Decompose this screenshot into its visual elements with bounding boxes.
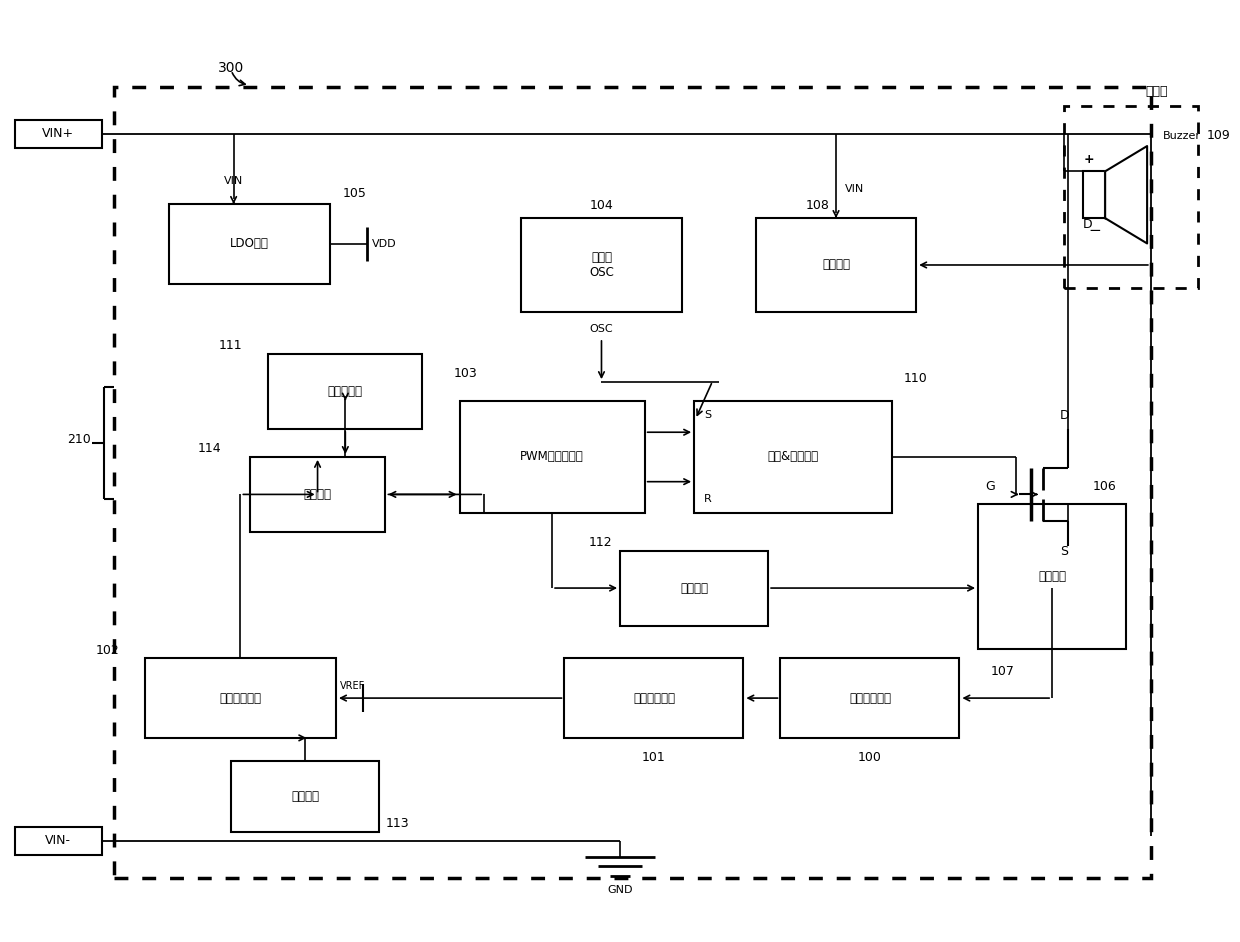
Text: 逻辑&驱动模块: 逻辑&驱动模块 xyxy=(768,450,818,463)
Text: 107: 107 xyxy=(991,665,1014,678)
Text: OSC: OSC xyxy=(590,324,614,334)
Text: 111: 111 xyxy=(218,339,243,352)
Text: 蜂鸣器: 蜂鸣器 xyxy=(1146,85,1168,98)
Bar xyxy=(620,550,768,625)
Bar xyxy=(145,658,336,738)
Text: 106: 106 xyxy=(1092,479,1116,493)
Text: 102: 102 xyxy=(95,643,119,657)
Text: VIN+: VIN+ xyxy=(42,127,74,140)
Text: 误差放大模块: 误差放大模块 xyxy=(219,691,262,705)
Text: 振荡器
OSC: 振荡器 OSC xyxy=(589,251,614,279)
Bar xyxy=(170,204,330,284)
Text: S: S xyxy=(704,410,711,419)
Text: 101: 101 xyxy=(642,752,666,764)
Text: 105: 105 xyxy=(342,187,366,200)
Bar xyxy=(460,400,645,513)
Text: 104: 104 xyxy=(589,199,614,212)
Text: 210: 210 xyxy=(67,433,92,446)
Text: 110: 110 xyxy=(904,372,928,385)
Text: PWM比较器模块: PWM比较器模块 xyxy=(521,450,584,463)
Text: −: − xyxy=(1089,223,1101,237)
Text: D: D xyxy=(1083,218,1092,231)
Text: 112: 112 xyxy=(589,536,613,549)
Text: D: D xyxy=(1060,410,1069,423)
Text: 103: 103 xyxy=(454,367,477,381)
Bar xyxy=(694,400,892,513)
Text: 衰减模块: 衰减模块 xyxy=(304,488,331,501)
Bar xyxy=(15,827,102,855)
Text: +: + xyxy=(1084,153,1095,166)
Bar xyxy=(231,761,379,832)
Text: 100: 100 xyxy=(858,752,882,764)
Bar xyxy=(521,219,682,312)
Text: 续流模块: 续流模块 xyxy=(822,258,851,271)
Text: 采样电路: 采样电路 xyxy=(1038,570,1066,583)
Text: VDD: VDD xyxy=(372,239,397,249)
Text: LDO模块: LDO模块 xyxy=(231,237,269,251)
Bar xyxy=(1083,171,1105,219)
Text: GND: GND xyxy=(608,885,632,895)
Bar xyxy=(268,354,423,429)
Text: 109: 109 xyxy=(1207,128,1230,141)
Bar xyxy=(15,120,102,148)
Text: 108: 108 xyxy=(806,199,830,212)
Text: 延时模块: 延时模块 xyxy=(680,581,708,594)
Text: 114: 114 xyxy=(198,443,222,455)
Text: G: G xyxy=(986,479,996,493)
Text: 比例环节模块: 比例环节模块 xyxy=(632,691,675,705)
Text: Buzzer: Buzzer xyxy=(1163,131,1202,140)
Text: VREF: VREF xyxy=(340,681,365,690)
Bar xyxy=(249,457,386,532)
Text: 300: 300 xyxy=(218,61,244,75)
Text: 补偿模块: 补偿模块 xyxy=(291,790,319,803)
Text: VIN: VIN xyxy=(224,175,243,186)
Text: VIN-: VIN- xyxy=(46,835,72,848)
Text: S: S xyxy=(1060,545,1069,559)
Text: R: R xyxy=(704,494,712,504)
Bar xyxy=(780,658,960,738)
Bar xyxy=(1064,106,1198,288)
Polygon shape xyxy=(1105,146,1147,243)
Text: 低通滤波模块: 低通滤波模块 xyxy=(849,691,892,705)
Bar xyxy=(756,219,916,312)
Text: VIN: VIN xyxy=(844,184,864,194)
Bar xyxy=(978,504,1126,649)
Text: 软启动模块: 软启动模块 xyxy=(327,385,363,398)
Bar xyxy=(564,658,744,738)
Bar xyxy=(114,87,1151,878)
Text: 113: 113 xyxy=(386,817,409,830)
